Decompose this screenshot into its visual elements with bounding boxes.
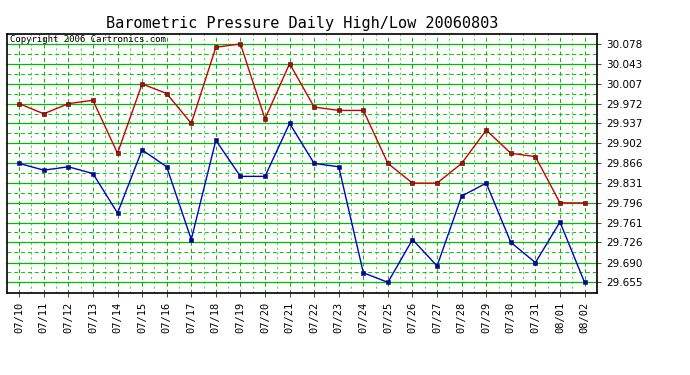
Title: Barometric Pressure Daily High/Low 20060803: Barometric Pressure Daily High/Low 20060… bbox=[106, 16, 498, 31]
Text: Copyright 2006 Cartronics.com: Copyright 2006 Cartronics.com bbox=[10, 35, 166, 44]
